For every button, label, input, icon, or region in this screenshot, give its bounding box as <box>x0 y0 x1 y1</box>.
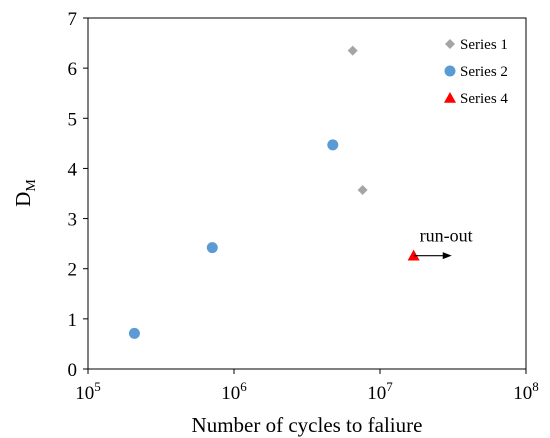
x-tick-label-base: 10 <box>221 383 240 404</box>
plot-area <box>87 17 527 370</box>
data-point <box>327 139 339 151</box>
x-tick-label: 105 <box>75 379 101 404</box>
legend-marker <box>445 39 455 49</box>
y-axis-label-subscript: M <box>24 179 39 192</box>
y-tick-label: 7 <box>68 9 78 30</box>
x-tick-label-exponent: 8 <box>532 379 539 394</box>
run-out-label: run-out <box>420 226 473 246</box>
data-point <box>357 184 368 195</box>
data-point <box>128 327 140 339</box>
legend-marker <box>444 92 456 103</box>
legend: Series 1 Series 2 Series 4 <box>444 37 508 107</box>
x-axis: 105 106 107 108 <box>75 369 539 404</box>
x-axis-label: Number of cycles to faliure <box>192 413 423 437</box>
legend-label: Series 4 <box>460 91 508 107</box>
y-axis-label: DM <box>11 179 39 207</box>
y-tick-label: 1 <box>68 310 78 331</box>
x-tick-label-exponent: 7 <box>386 379 393 394</box>
y-tick-label: 3 <box>68 210 78 231</box>
x-tick-label: 108 <box>513 379 539 404</box>
y-tick-label: 5 <box>68 109 78 130</box>
y-tick-label: 6 <box>68 59 78 80</box>
y-axis-label-main: D <box>11 192 35 207</box>
y-tick-label: 0 <box>68 360 78 381</box>
data-point <box>206 242 218 254</box>
x-tick-label: 107 <box>367 379 393 404</box>
data-point <box>347 45 358 56</box>
x-tick-label-exponent: 6 <box>240 379 247 394</box>
legend-label: Series 1 <box>460 37 508 53</box>
y-tick-label: 4 <box>68 159 78 180</box>
x-tick-label-exponent: 5 <box>94 379 101 394</box>
y-axis: 0 1 2 3 4 5 6 7 <box>68 9 88 381</box>
x-tick-label-base: 10 <box>367 383 386 404</box>
x-tick-label-base: 10 <box>513 383 532 404</box>
legend-marker <box>444 65 456 77</box>
x-tick-label-base: 10 <box>75 383 94 404</box>
annotation: run-out <box>413 226 473 260</box>
run-out-arrow-head <box>442 252 452 260</box>
legend-label: Series 2 <box>460 64 508 80</box>
x-tick-label: 106 <box>221 379 247 404</box>
data-points <box>128 45 420 339</box>
y-tick-label: 2 <box>68 260 78 281</box>
